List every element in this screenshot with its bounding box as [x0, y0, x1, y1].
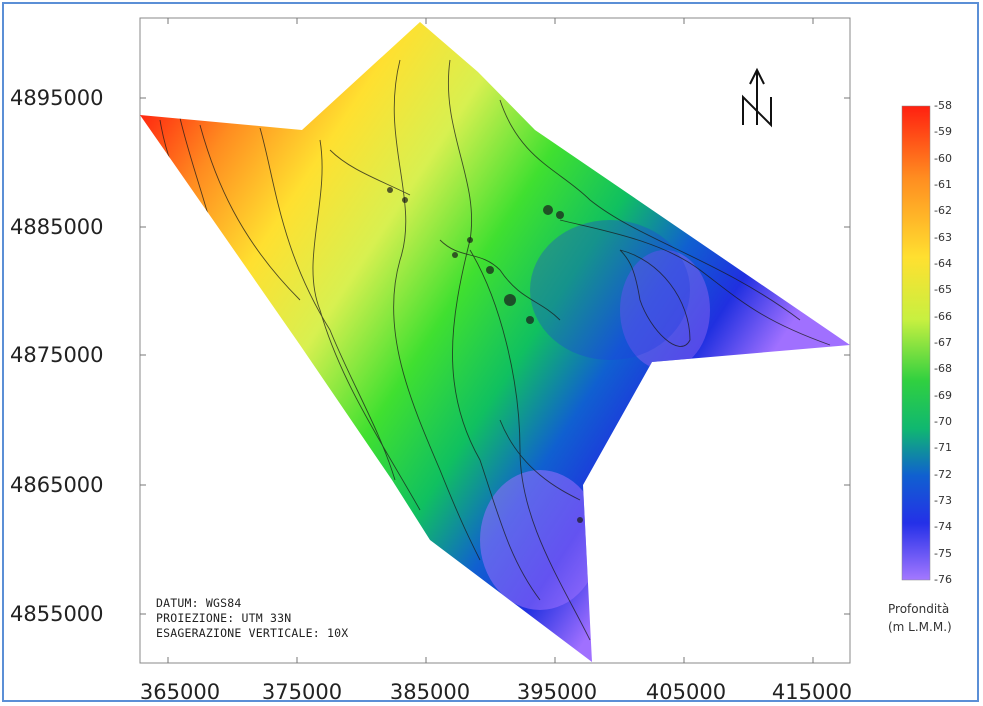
legend-title: Profondità (m L.M.M.): [888, 600, 952, 636]
colorbar-tick-label: -62: [934, 204, 952, 218]
y-tick-label: 4855000: [10, 602, 104, 626]
datum-text: DATUM: WGS84: [156, 596, 242, 610]
colorbar-tick-label: -72: [934, 467, 952, 481]
colorbar-tick-label: -75: [934, 546, 952, 560]
colorbar-tick-label: -71: [934, 441, 952, 455]
colorbar-tick-label: -61: [934, 178, 952, 191]
colorbar-tick-label: -69: [934, 388, 952, 402]
x-tick-label: 385000: [389, 680, 471, 704]
map-info: DATUM: WGS84 PROIEZIONE: UTM 33N ESAGERA…: [156, 596, 348, 641]
x-tick-label: 395000: [516, 680, 598, 704]
axis-ticks: [140, 18, 850, 663]
x-tick-label: 415000: [771, 680, 853, 704]
colorbar-tick-label: -64: [934, 257, 952, 270]
colorbar-tick-label: -73: [934, 494, 952, 507]
x-tick-label: 405000: [645, 680, 727, 704]
colorbar-tick-label: -70: [934, 415, 952, 428]
colorbar-tick-label: -66: [934, 309, 952, 323]
colorbar: [901, 105, 931, 581]
x-tick-label: 365000: [139, 680, 221, 704]
y-tick-label: 4895000: [10, 86, 104, 110]
colorbar-tick-label: -65: [934, 283, 952, 297]
colorbar-tick-label: -58: [934, 99, 952, 112]
x-tick-label: 375000: [261, 680, 343, 704]
y-tick-label: 4885000: [10, 215, 104, 239]
colorbar-tick-label: -63: [934, 230, 952, 244]
y-tick-label: 4865000: [10, 473, 104, 497]
colorbar-tick-label: -59: [934, 125, 952, 139]
plot-area: [139, 17, 851, 664]
colorbar-tick-label: -68: [934, 362, 952, 376]
colorbar-tick-label: -76: [934, 573, 952, 586]
colorbar-tick-label: -74: [934, 520, 952, 534]
depth-surface: [140, 22, 850, 662]
colorbar-tick-label: -67: [934, 336, 952, 349]
vertical-exaggeration-text: ESAGERAZIONE VERTICALE: 10X: [156, 626, 349, 640]
y-tick-label: 4875000: [10, 343, 104, 367]
legend-title-line2: (m L.M.M.): [888, 620, 952, 634]
projection-text: PROIEZIONE: UTM 33N: [156, 611, 292, 625]
north-arrow-icon: [742, 67, 772, 128]
legend-title-line1: Profondità: [888, 602, 950, 616]
colorbar-tick-label: -60: [934, 151, 952, 165]
